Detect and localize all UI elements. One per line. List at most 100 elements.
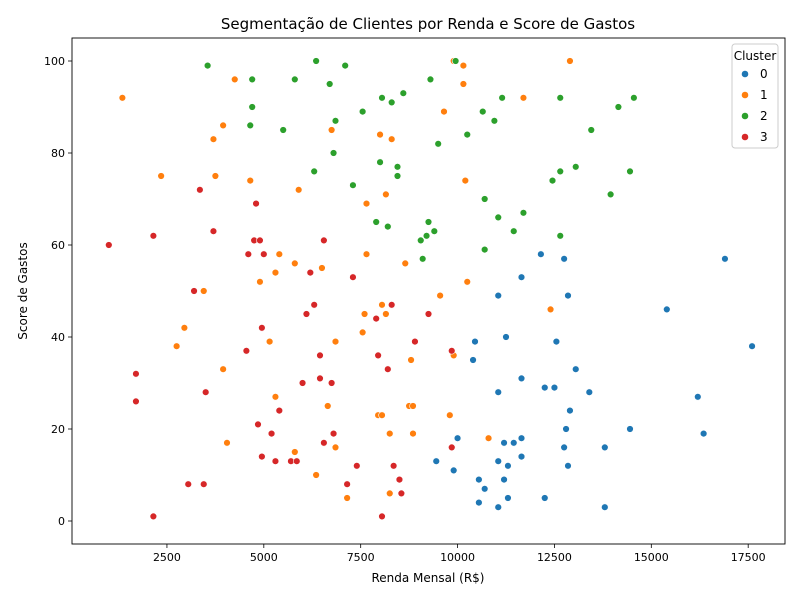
data-point xyxy=(384,365,392,373)
series-1 xyxy=(118,57,574,502)
data-point xyxy=(362,250,371,258)
data-point xyxy=(601,503,609,511)
data-point xyxy=(260,250,268,258)
legend-title: Cluster xyxy=(734,49,777,63)
y-axis-label: Score de Gastos xyxy=(16,242,30,339)
data-point xyxy=(494,291,502,300)
data-point xyxy=(271,393,280,401)
data-point xyxy=(271,268,280,277)
data-point xyxy=(424,218,433,226)
data-point xyxy=(560,443,568,452)
data-point xyxy=(393,163,402,171)
data-point xyxy=(312,471,320,479)
data-point xyxy=(504,462,512,470)
data-point xyxy=(209,135,218,143)
data-point xyxy=(453,434,462,442)
data-point xyxy=(256,278,264,286)
data-point xyxy=(459,61,468,70)
data-point xyxy=(360,310,369,318)
data-point xyxy=(422,232,431,240)
data-point xyxy=(564,291,572,300)
data-point xyxy=(275,406,284,415)
data-point xyxy=(626,425,634,433)
data-point xyxy=(566,57,574,65)
data-point xyxy=(502,333,510,341)
data-point xyxy=(358,328,367,337)
data-point xyxy=(374,351,382,360)
x-axis: 2500 5000 7500 10000 12500 15000 17500 xyxy=(153,544,766,564)
data-point xyxy=(517,374,526,383)
chart-title: Segmentação de Clientes por Renda e Scor… xyxy=(221,15,635,33)
data-point xyxy=(566,406,574,415)
data-point xyxy=(432,457,440,465)
data-point xyxy=(494,457,502,465)
legend-marker xyxy=(741,91,749,99)
data-point xyxy=(157,172,165,180)
data-point xyxy=(132,370,140,378)
data-point xyxy=(585,388,594,396)
data-point xyxy=(318,264,326,272)
data-point xyxy=(606,190,615,199)
data-point xyxy=(378,411,386,419)
data-point xyxy=(320,236,328,245)
data-point xyxy=(203,61,212,70)
data-point xyxy=(519,94,528,102)
data-point xyxy=(180,324,189,332)
data-point xyxy=(248,103,256,111)
data-point xyxy=(343,480,351,488)
data-point xyxy=(517,273,526,281)
x-tick-label: 5000 xyxy=(250,551,278,564)
data-point xyxy=(546,305,555,314)
data-point xyxy=(480,245,489,254)
data-point xyxy=(484,434,493,442)
data-point xyxy=(494,503,502,511)
data-point xyxy=(463,130,471,139)
data-point xyxy=(389,462,398,470)
data-point xyxy=(510,227,518,235)
data-point xyxy=(399,89,408,97)
data-point xyxy=(271,457,280,465)
data-point xyxy=(395,475,404,484)
data-point xyxy=(384,222,392,231)
data-point xyxy=(548,176,557,185)
data-point xyxy=(541,494,549,502)
data-point xyxy=(490,117,499,125)
data-point xyxy=(275,250,284,258)
data-point xyxy=(426,75,435,84)
data-point xyxy=(494,213,502,222)
data-point xyxy=(417,236,425,245)
data-point xyxy=(537,250,545,258)
x-axis-label: Renda Mensal (R$) xyxy=(371,571,484,585)
data-point xyxy=(614,103,623,111)
data-point xyxy=(200,480,208,488)
data-point xyxy=(748,342,756,350)
data-point xyxy=(459,80,468,88)
data-point xyxy=(451,57,460,65)
series-0 xyxy=(432,250,756,511)
data-point xyxy=(448,347,456,355)
data-point xyxy=(341,61,349,70)
data-point xyxy=(258,324,266,332)
data-point xyxy=(407,356,415,364)
data-point xyxy=(446,411,454,419)
data-point xyxy=(550,383,559,392)
data-point xyxy=(246,176,254,185)
data-point xyxy=(694,393,702,401)
data-point xyxy=(349,273,357,281)
data-point xyxy=(376,158,384,166)
data-point xyxy=(327,126,336,134)
data-point xyxy=(552,337,561,346)
x-tick-label: 7500 xyxy=(347,551,375,564)
plot-frame xyxy=(71,37,786,545)
data-point xyxy=(149,232,158,240)
data-point xyxy=(310,301,318,309)
data-point xyxy=(630,94,638,102)
data-point xyxy=(316,374,324,383)
legend-marker xyxy=(741,112,749,120)
data-point xyxy=(331,117,340,125)
plot-area xyxy=(105,57,756,521)
data-point xyxy=(560,255,568,263)
data-point xyxy=(267,429,276,438)
data-point xyxy=(378,301,386,309)
